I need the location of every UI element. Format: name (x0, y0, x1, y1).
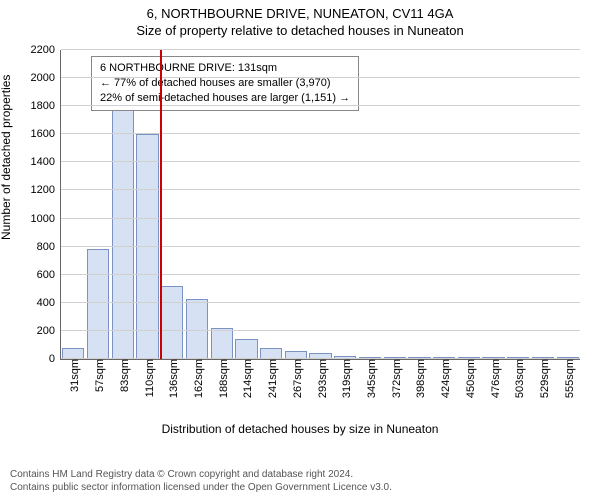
y-tick-label: 1000 (31, 213, 61, 225)
bar-slot: 31sqm (61, 50, 86, 359)
x-tick-label: 476sqm (486, 359, 502, 398)
x-tick-label: 293sqm (313, 359, 329, 398)
y-axis-label: Number of detached properties (0, 75, 13, 240)
gridline (61, 77, 580, 78)
bar (211, 328, 233, 359)
gridline (61, 218, 580, 219)
y-tick-label: 2000 (31, 72, 61, 84)
x-tick-label: 162sqm (189, 359, 205, 398)
y-tick-label: 600 (37, 269, 61, 281)
title-address: 6, NORTHBOURNE DRIVE, NUNEATON, CV11 4GA (0, 0, 600, 21)
x-tick-label: 345sqm (362, 359, 378, 398)
y-tick-label: 1600 (31, 128, 61, 140)
x-tick-label: 241sqm (263, 359, 279, 398)
gridline (61, 133, 580, 134)
bar-slot: 345sqm (358, 50, 383, 359)
y-tick-label: 1200 (31, 184, 61, 196)
gridline (61, 302, 580, 303)
callout-line3: 22% of semi-detached houses are larger (… (100, 91, 350, 106)
y-tick-label: 1400 (31, 156, 61, 168)
title-subtitle: Size of property relative to detached ho… (0, 21, 600, 40)
x-tick-label: 267sqm (288, 359, 304, 398)
footer-attribution: Contains HM Land Registry data © Crown c… (10, 469, 392, 494)
gridline (61, 246, 580, 247)
x-tick-label: 136sqm (164, 359, 180, 398)
x-tick-label: 57sqm (90, 359, 106, 392)
x-tick-label: 214sqm (238, 359, 254, 398)
gridline (61, 49, 580, 50)
bar (87, 249, 109, 359)
bar-slot: 529sqm (531, 50, 556, 359)
y-tick-label: 200 (37, 325, 61, 337)
x-tick-label: 188sqm (214, 359, 230, 398)
x-tick-label: 398sqm (411, 359, 427, 398)
x-tick-label: 529sqm (535, 359, 551, 398)
footer-line2: Contains public sector information licen… (10, 482, 392, 495)
gridline (61, 189, 580, 190)
x-tick-label: 503sqm (510, 359, 526, 398)
bar-slot: 424sqm (432, 50, 457, 359)
bar-slot: 372sqm (382, 50, 407, 359)
bar-slot: 476sqm (481, 50, 506, 359)
y-tick-label: 400 (37, 297, 61, 309)
chart-container: Number of detached properties 31sqm57sqm… (0, 40, 600, 440)
x-tick-label: 555sqm (560, 359, 576, 398)
callout-line1: 6 NORTHBOURNE DRIVE: 131sqm (100, 61, 350, 76)
bar (186, 299, 208, 359)
marker-line (160, 50, 162, 359)
y-tick-label: 800 (37, 241, 61, 253)
bar-slot: 450sqm (457, 50, 482, 359)
gridline (61, 274, 580, 275)
gridline (61, 161, 580, 162)
x-tick-label: 372sqm (387, 359, 403, 398)
x-tick-label: 31sqm (65, 359, 81, 392)
y-tick-label: 2200 (31, 44, 61, 56)
bar (235, 339, 257, 359)
x-tick-label: 110sqm (140, 359, 156, 397)
footer-line1: Contains HM Land Registry data © Crown c… (10, 469, 392, 482)
x-axis-label: Distribution of detached houses by size … (0, 422, 600, 436)
x-tick-label: 319sqm (337, 359, 353, 398)
bar-slot: 398sqm (407, 50, 432, 359)
gridline (61, 358, 580, 359)
bar (136, 134, 158, 359)
gridline (61, 105, 580, 106)
x-tick-label: 424sqm (436, 359, 452, 398)
bar (161, 286, 183, 359)
gridline (61, 330, 580, 331)
bar-slot: 555sqm (555, 50, 580, 359)
x-tick-label: 450sqm (461, 359, 477, 398)
plot-area: 31sqm57sqm83sqm110sqm136sqm162sqm188sqm2… (60, 50, 580, 360)
x-tick-label: 83sqm (115, 359, 131, 392)
y-tick-label: 1800 (31, 100, 61, 112)
callout-box: 6 NORTHBOURNE DRIVE: 131sqm ← 77% of det… (91, 56, 359, 111)
bar (112, 82, 134, 359)
bar-slot: 503sqm (506, 50, 531, 359)
y-tick-label: 0 (49, 353, 61, 365)
